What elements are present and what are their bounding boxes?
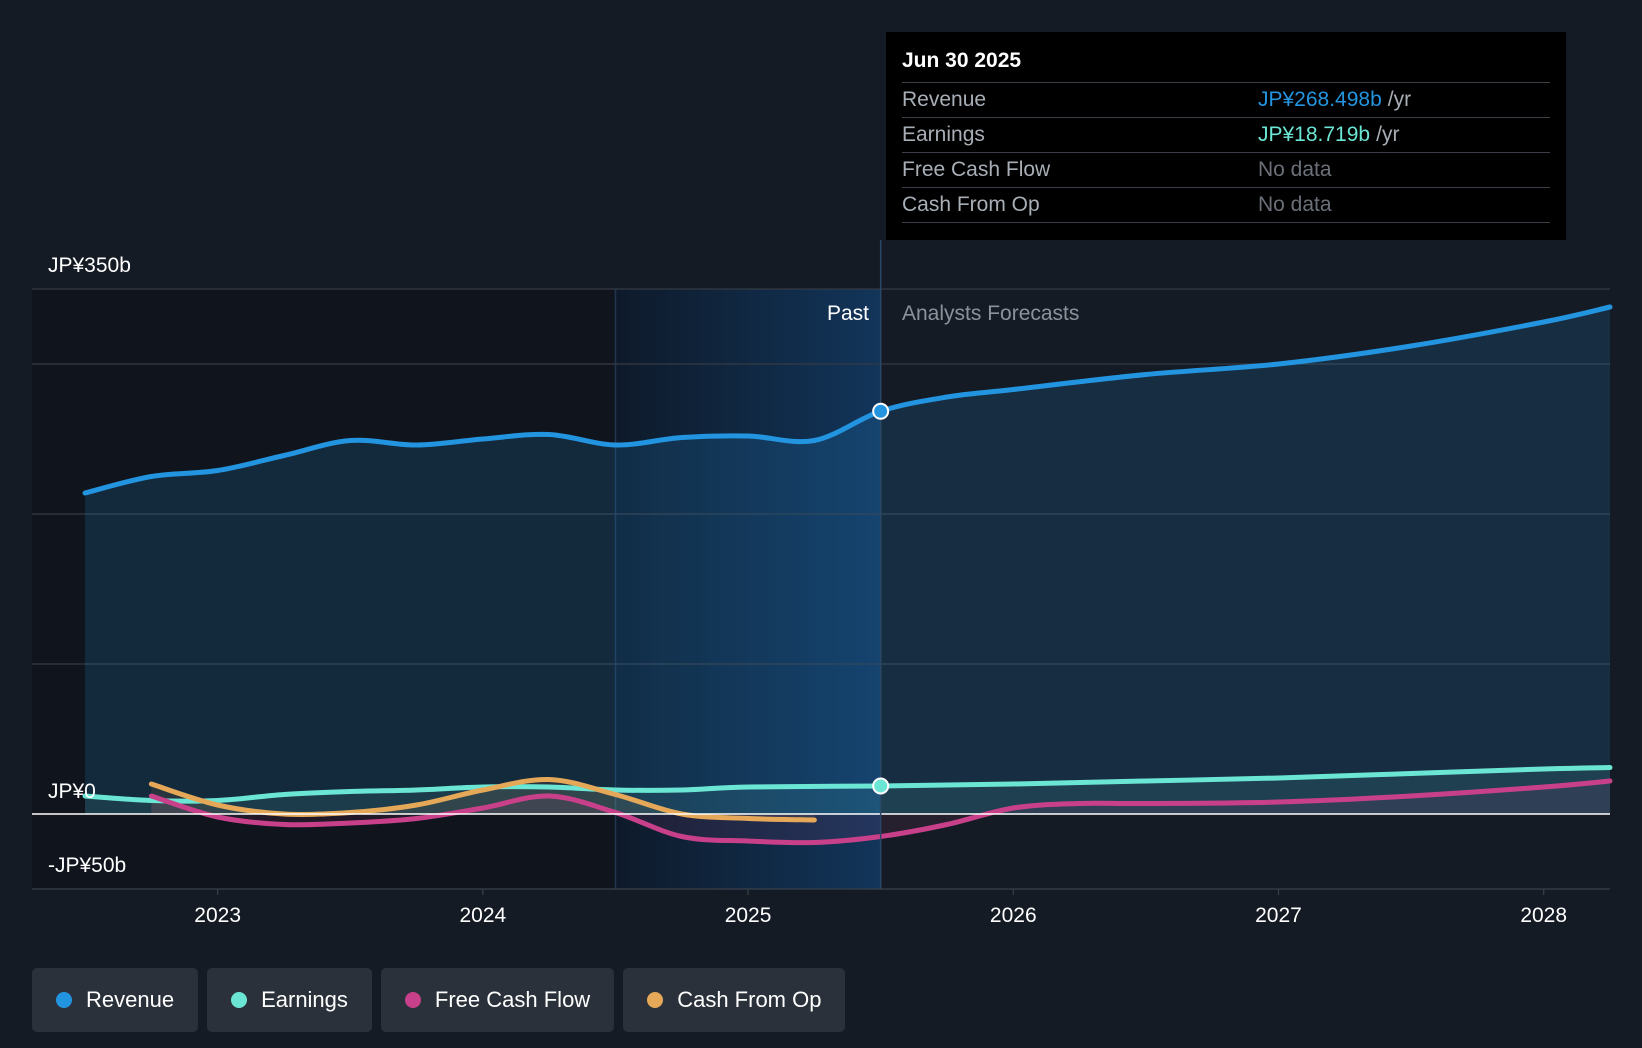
y-label-top: JP¥350b: [48, 254, 131, 277]
line-free-cash-flow: [148, 778, 1613, 846]
tooltip-value: No data: [1258, 193, 1332, 216]
past-label: Past: [827, 302, 869, 325]
grid-lines: [32, 288, 1610, 890]
legend: Revenue Earnings Free Cash Flow Cash Fro…: [32, 968, 846, 1032]
tooltip-label: Earnings: [902, 123, 985, 146]
line-revenue: [82, 304, 1613, 496]
tooltip-row-revenue: Revenue JP¥268.498b /yr: [902, 82, 1550, 117]
tooltip-label: Cash From Op: [902, 193, 1040, 216]
x-tick-label: 2027: [1255, 904, 1302, 927]
legend-label: Cash From Op: [677, 987, 822, 1012]
x-tick-label: 2023: [194, 904, 241, 927]
x-tick-label: 2026: [990, 904, 1037, 927]
cfo-dot-icon: [647, 992, 664, 1008]
tooltip-unit: /yr: [1376, 123, 1400, 146]
tooltip-date: Jun 30 2025: [902, 49, 1022, 72]
tooltip-value: JP¥268.498b: [1258, 88, 1382, 111]
tooltip-row-earnings: Earnings JP¥18.719b /yr: [902, 117, 1550, 152]
line-earnings: [82, 765, 1613, 804]
tooltip-panel: Jun 30 2025 Revenue JP¥268.498b /yr Earn…: [886, 32, 1566, 240]
legend-item-revenue[interactable]: Revenue: [32, 968, 199, 1032]
tooltip-unit: /yr: [1387, 88, 1412, 111]
y-label-zero: JP¥0: [48, 780, 96, 803]
revenue-dot-icon: [56, 992, 72, 1008]
legend-label: Earnings: [261, 987, 348, 1012]
legend-item-free-cash-flow[interactable]: Free Cash Flow: [380, 968, 615, 1032]
tooltip-row-fcf: Free Cash Flow No data: [902, 152, 1550, 187]
highlight-point-revenue: [872, 402, 890, 420]
x-tick-label: 2024: [459, 904, 506, 927]
area-revenue: [85, 307, 1611, 814]
tooltip-label: Free Cash Flow: [902, 158, 1051, 181]
tooltip-row-cfo: Cash From Op No data: [902, 187, 1550, 223]
forecast-label: Analysts Forecasts: [902, 302, 1079, 325]
fcf-dot-icon: [404, 992, 421, 1008]
tooltip-label: Revenue: [902, 88, 987, 111]
highlight-point-earnings: [872, 777, 890, 795]
legend-item-cash-from-op[interactable]: Cash From Op: [623, 968, 846, 1032]
y-label-bottom: -JP¥50b: [48, 854, 126, 877]
legend-label: Revenue: [86, 987, 175, 1012]
x-tick-label: 2028: [1520, 904, 1567, 927]
legend-item-earnings[interactable]: Earnings: [207, 968, 372, 1032]
area-cash-from-op: [151, 779, 815, 820]
earnings-dot-icon: [231, 992, 248, 1008]
tooltip-value: JP¥18.719b: [1258, 123, 1371, 146]
line-cash-from-op: [148, 776, 817, 823]
legend-label: Free Cash Flow: [434, 987, 591, 1012]
tooltip-value: No data: [1258, 158, 1332, 181]
x-tick-label: 2025: [725, 904, 772, 927]
